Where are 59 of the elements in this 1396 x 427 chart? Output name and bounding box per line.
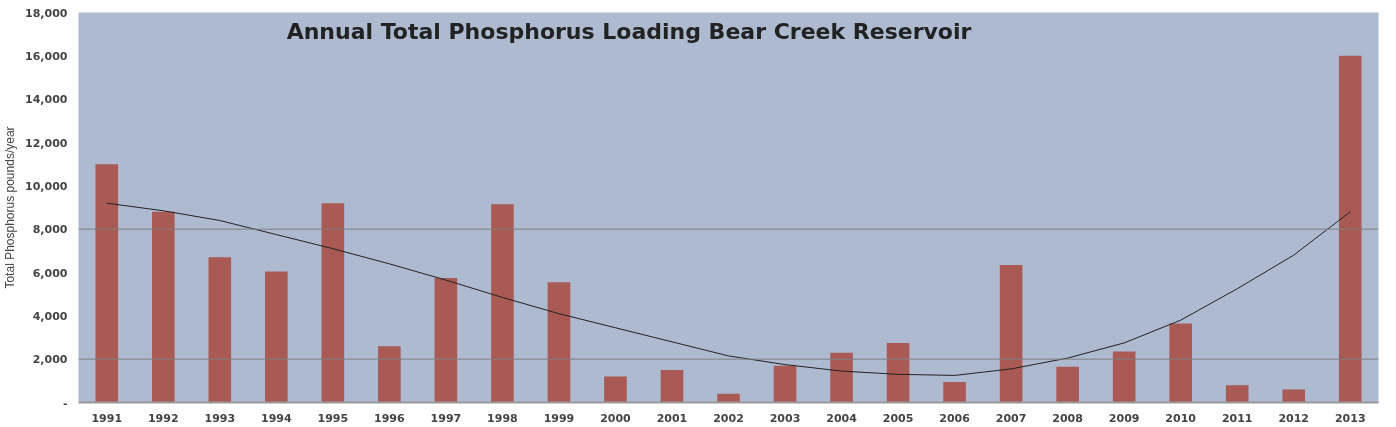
bar [1338,55,1362,403]
bar [1282,389,1306,403]
x-tick-label: 2008 [1052,411,1083,425]
x-tick-label: 1995 [317,411,349,425]
x-tick-label: 2002 [713,411,744,425]
x-tick-label: 2010 [1165,411,1197,425]
bar [208,257,232,403]
bar [604,376,627,403]
y-tick-label: - [62,396,68,410]
x-tick-label: 2000 [600,411,632,425]
bar [943,381,966,403]
chart-title: Annual Total Phosphorus Loading Bear Creek Reservoir [286,19,972,44]
y-tick-label: 2,000 [32,353,68,367]
x-tick-label: 2007 [995,411,1027,425]
bar [265,271,288,403]
x-tick-label: 1992 [147,411,179,425]
y-tick-label: 16,000 [25,49,68,63]
x-tick-label: 1994 [261,411,292,425]
y-tick-label: 18,000 [25,6,68,20]
bar [660,370,684,403]
bar [1112,351,1136,403]
x-tick-label: 2001 [656,411,688,425]
bar [95,164,119,403]
bar [1056,366,1079,403]
bar [151,211,175,403]
y-tick-label: 4,000 [32,309,68,323]
x-tick-label: 2003 [769,411,801,425]
x-tick-label: 1991 [91,411,123,425]
x-tick-label: 2006 [939,411,971,425]
bar [547,282,571,403]
bar [491,204,514,403]
x-tick-label: 1998 [487,411,518,425]
x-tick-label: 1997 [430,411,462,425]
y-tick-label: 8,000 [32,223,68,237]
x-tick-label: 1993 [204,411,236,425]
line-series [106,202,1351,376]
x-tick-label: 2011 [1221,411,1253,425]
bar [1225,385,1249,403]
bar [434,277,458,403]
x-tick-label: 1996 [374,411,406,425]
bar [717,393,740,403]
x-tick-label: 2009 [1108,411,1140,425]
bar [1169,323,1192,403]
bar [886,342,910,403]
bar [999,264,1023,403]
bar [321,203,345,403]
x-tick-label: 2004 [826,411,858,425]
bar [773,365,797,403]
y-tick-label: 10,000 [25,179,68,193]
x-tick-label: 1999 [543,411,575,425]
y-tick-label: 14,000 [25,93,68,107]
bar [378,346,401,403]
x-tick-label: 2012 [1278,411,1310,425]
y-tick-label: 6,000 [32,266,68,280]
bar [830,352,853,403]
y-axis-title: Total Phosphorus pounds/year [3,126,18,289]
y-tick-label: 12,000 [25,136,68,150]
x-tick-label: 2005 [882,411,914,425]
x-tick-label: 2013 [1334,411,1366,425]
